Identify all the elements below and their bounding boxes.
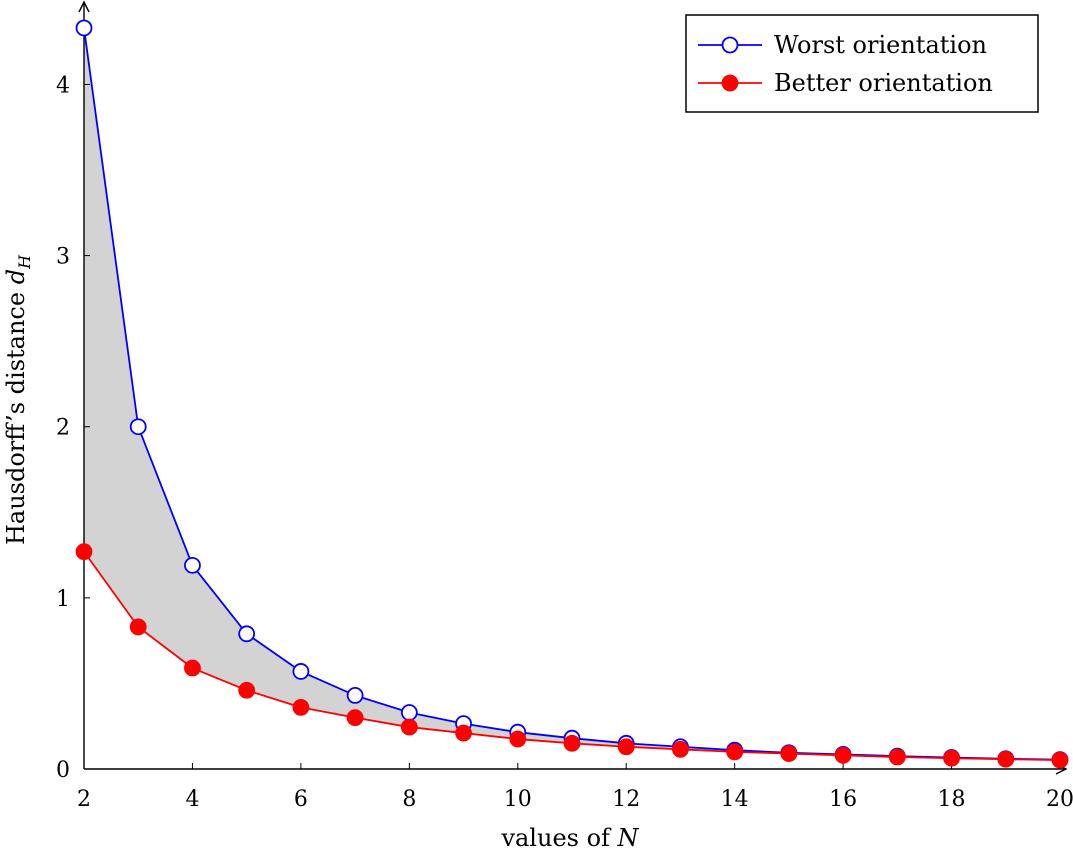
data-point-better-orientation [780, 745, 798, 762]
y-tick-label: 2 [56, 416, 70, 441]
data-point-better-orientation [238, 681, 256, 699]
data-point-better-orientation [346, 709, 364, 727]
data-point-worst-orientation [238, 625, 256, 643]
data-point-worst-orientation [346, 687, 364, 704]
data-point-better-orientation [672, 740, 689, 758]
y-axis-title: Hausdorff’s distance dH [2, 254, 34, 545]
data-point-better-orientation [184, 659, 201, 677]
x-tick-label: 4 [185, 787, 199, 812]
y-axis-arrow [78, 0, 90, 13]
data-point-better-orientation [943, 749, 960, 767]
data-point-worst-orientation [75, 19, 93, 37]
legend-box [685, 14, 1039, 113]
x-tick-label: 12 [612, 787, 640, 812]
data-point-better-orientation [509, 730, 527, 748]
data-point-worst-orientation [184, 556, 201, 574]
x-tick-label: 18 [938, 787, 966, 812]
data-point-better-orientation [617, 738, 635, 756]
legend-marker-worst-orientation [721, 36, 739, 54]
x-axis-title: values of N [500, 824, 639, 851]
x-tick-label: 8 [402, 787, 416, 812]
y-tick-label: 0 [56, 758, 70, 783]
data-point-better-orientation [75, 543, 93, 561]
data-point-better-orientation [997, 750, 1015, 768]
fill-between-region [84, 27, 1060, 761]
data-point-better-orientation [129, 618, 147, 636]
legend-label-better-orientation: Better orientation [774, 69, 993, 97]
data-point-worst-orientation [292, 663, 310, 680]
data-point-worst-orientation [400, 704, 418, 721]
x-tick-label: 14 [721, 787, 749, 812]
fill-between-area [84, 27, 1060, 761]
x-tick-label: 6 [294, 787, 308, 812]
y-tick-label: 1 [56, 587, 70, 612]
x-tick-label: 2 [77, 787, 91, 812]
legend-marker-better-orientation [721, 74, 739, 92]
data-point-better-orientation [726, 743, 744, 761]
x-tick-label: 10 [504, 787, 532, 812]
data-point-better-orientation [455, 724, 472, 742]
y-tick-label: 3 [56, 245, 70, 270]
legend-label-worst-orientation: Worst orientation [774, 31, 987, 59]
data-point-better-orientation [400, 718, 418, 736]
data-point-worst-orientation [129, 418, 147, 436]
series-layer [75, 19, 1069, 769]
data-point-better-orientation [834, 746, 852, 764]
data-point-better-orientation [888, 748, 906, 766]
x-tick-label: 16 [829, 787, 857, 812]
legend: Worst orientation Better orientation [685, 14, 1039, 113]
y-tick-label: 4 [56, 73, 70, 98]
data-point-better-orientation [563, 734, 581, 752]
data-point-better-orientation [292, 698, 310, 716]
data-point-better-orientation [1051, 751, 1069, 769]
x-tick-label: 20 [1046, 787, 1073, 812]
